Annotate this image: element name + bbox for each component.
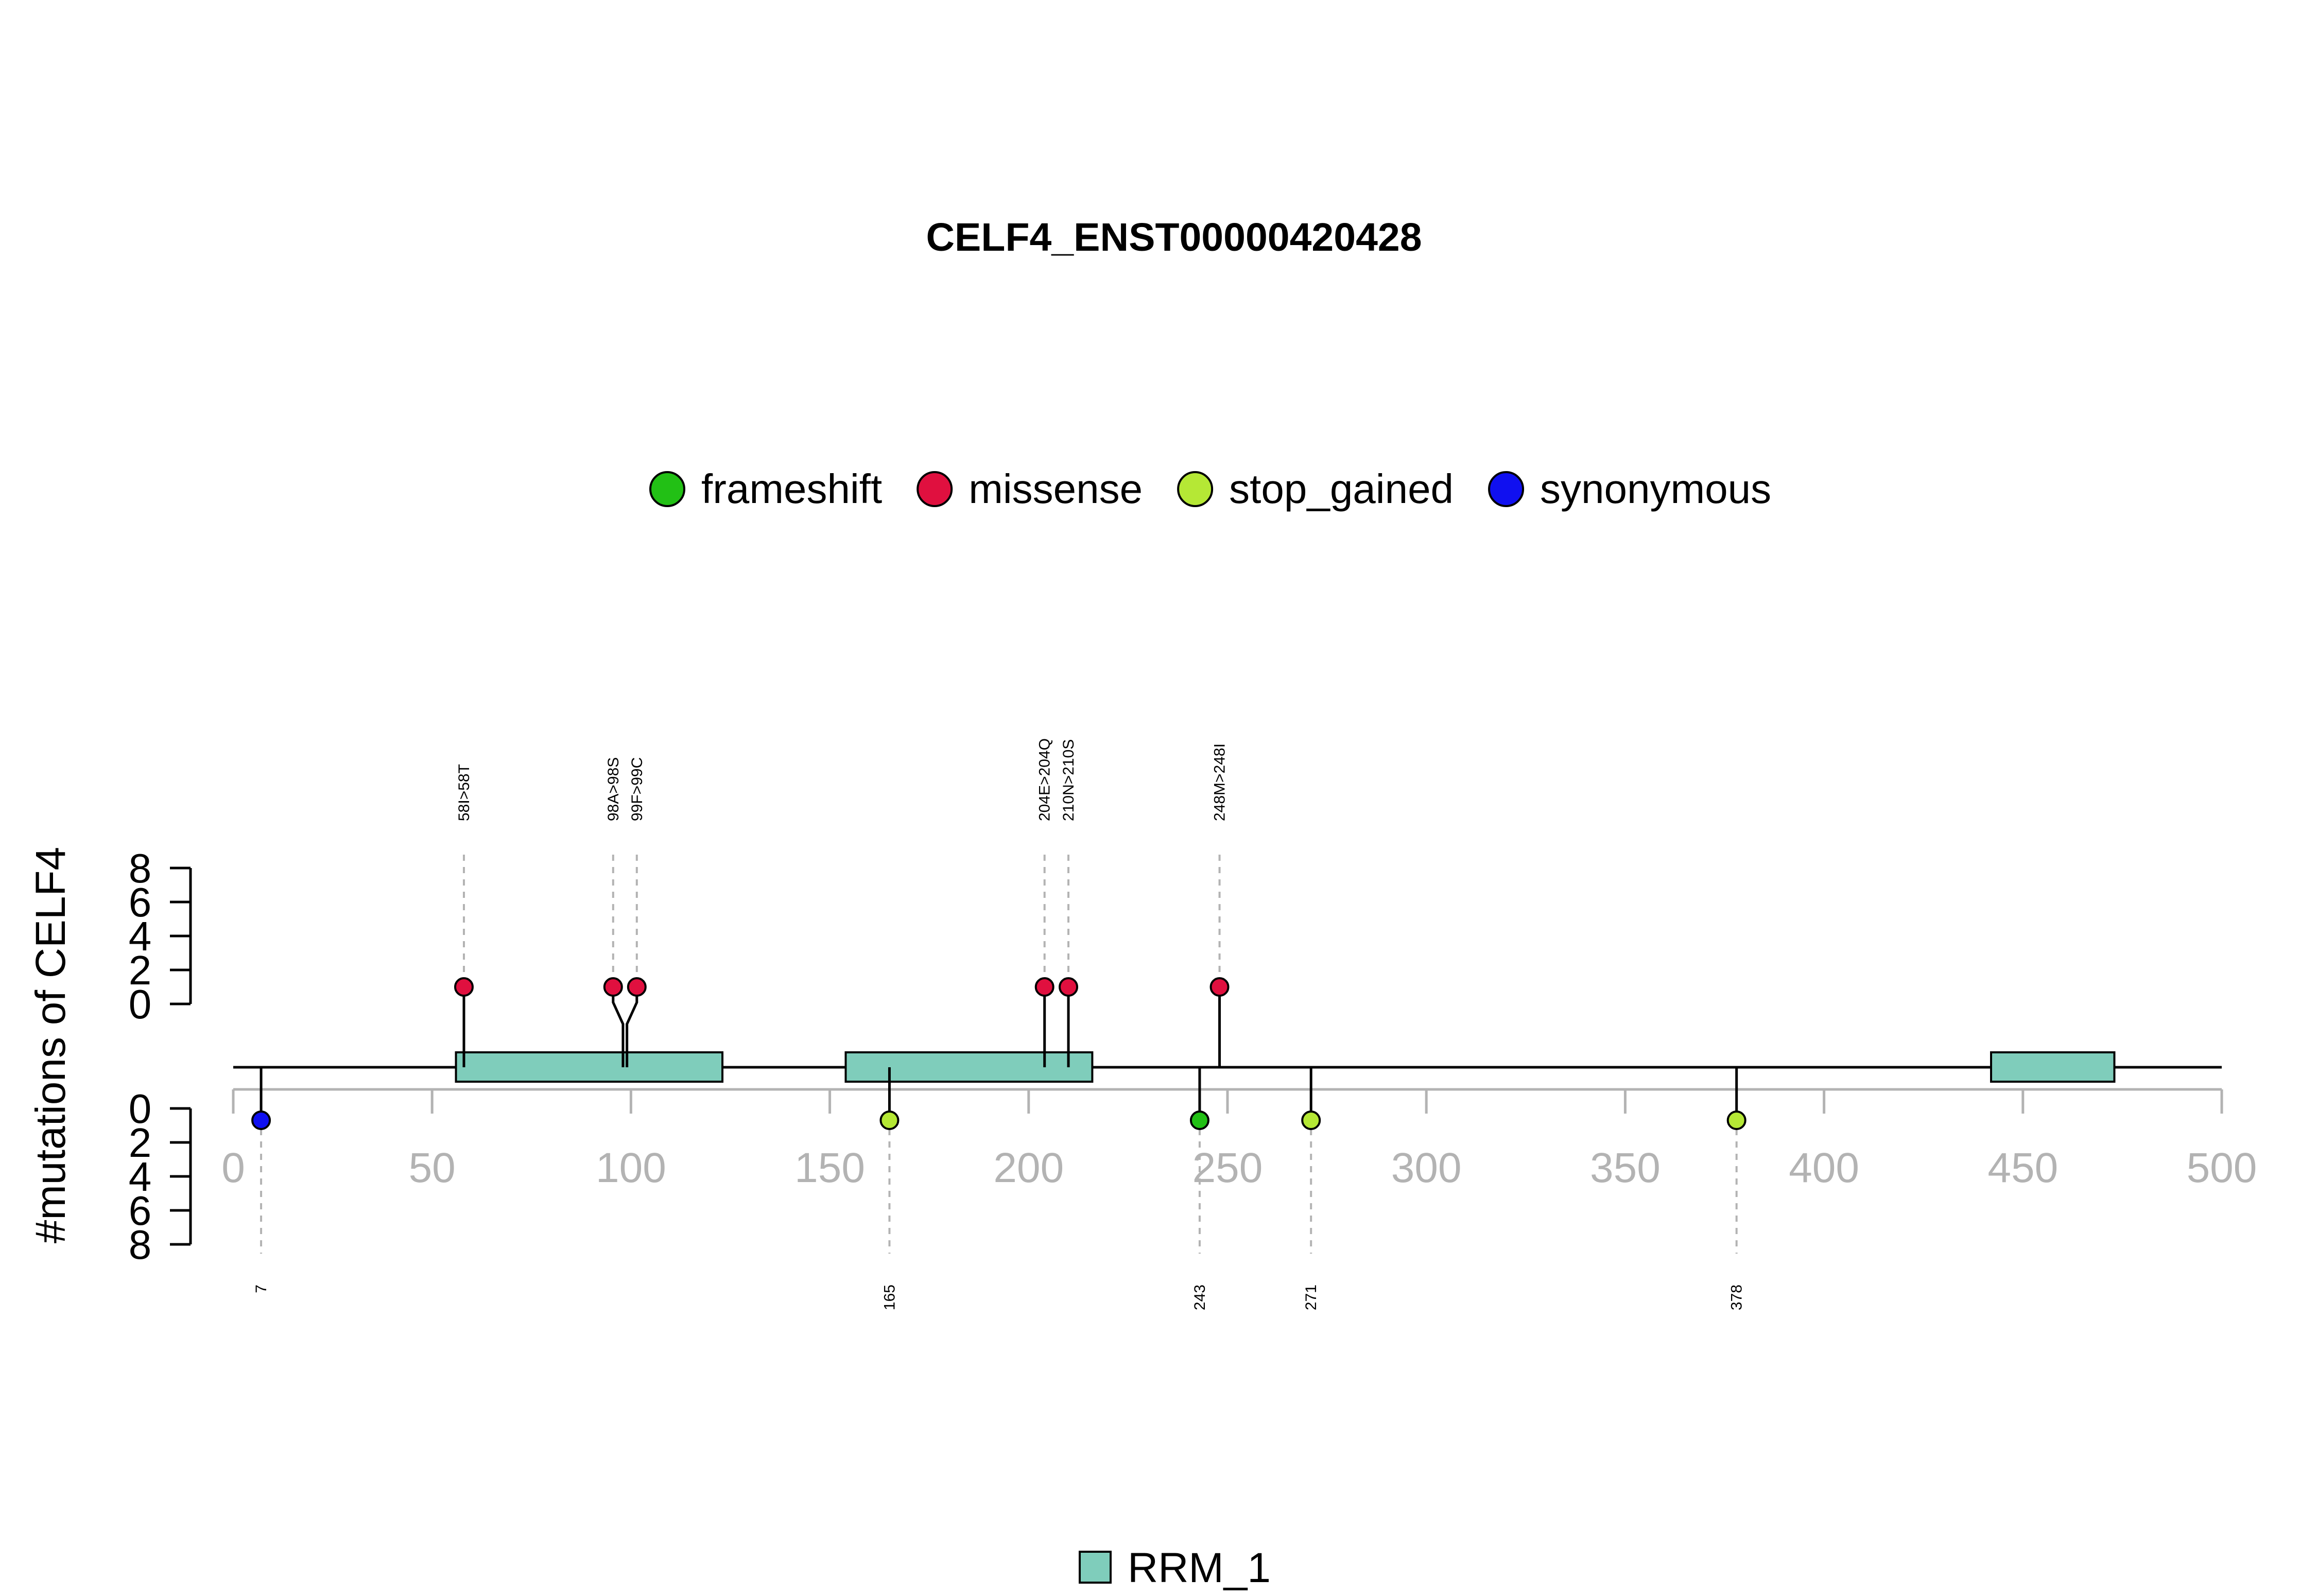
mutation-label-243: 243 bbox=[1191, 1285, 1208, 1310]
y-axis-label: #mutations of CELF4 bbox=[27, 847, 74, 1243]
domain-boxes bbox=[455, 1051, 2116, 1083]
mutation-point-210N>210S bbox=[1059, 977, 1079, 997]
mutation-label-98A>98S: 98A>98S bbox=[605, 757, 622, 821]
bottom-y-tick-label: 4 bbox=[129, 1154, 152, 1200]
mutation-label-99F>99C: 99F>99C bbox=[629, 757, 646, 821]
mutation-point-271 bbox=[1301, 1111, 1321, 1130]
mutation-point-165 bbox=[879, 1111, 900, 1130]
domain-legend-marker-RRM_1 bbox=[1079, 1551, 1112, 1584]
legend-marker-frameshift bbox=[649, 471, 685, 507]
x-tick-label: 0 bbox=[221, 1144, 245, 1191]
x-tick-label: 200 bbox=[993, 1144, 1064, 1191]
mutation-label-165: 165 bbox=[881, 1285, 898, 1310]
legend-marker-missense bbox=[917, 471, 953, 507]
lollipop-heads bbox=[251, 977, 1747, 1130]
label-guides bbox=[260, 855, 1738, 1254]
mutation-point-98A>98S bbox=[603, 977, 623, 997]
x-tick-label: 50 bbox=[409, 1144, 456, 1191]
mutation-label-7: 7 bbox=[253, 1285, 270, 1293]
mutation-label-58I>58T: 58I>58T bbox=[456, 764, 473, 821]
x-tick-label: 400 bbox=[1789, 1144, 1859, 1191]
bottom-y-tick-label: 0 bbox=[129, 1086, 152, 1132]
mutation-point-243 bbox=[1189, 1111, 1209, 1130]
top-y-tick-label: 6 bbox=[129, 879, 152, 925]
legend-marker-stop_gained bbox=[1177, 471, 1214, 507]
mutation-label-204E>204Q: 204E>204Q bbox=[1036, 738, 1053, 821]
legend-label-stop_gained: stop_gained bbox=[1229, 466, 1454, 512]
x-axis: 0 50 100 150 200 250 300 350 400 450 500 bbox=[221, 1088, 2257, 1191]
domain-RRM_1-2 bbox=[844, 1051, 1094, 1083]
mutation-label-271: 271 bbox=[1303, 1285, 1320, 1310]
domain-RRM_1-1 bbox=[455, 1051, 724, 1083]
x-tick-label: 350 bbox=[1590, 1144, 1661, 1191]
top-y-tick-label: 8 bbox=[129, 845, 152, 891]
top-y-tick-label: 2 bbox=[129, 947, 152, 993]
legend-label-missense: missense bbox=[969, 466, 1143, 512]
x-tick-label: 500 bbox=[2187, 1144, 2257, 1191]
legend-label-frameshift: frameshift bbox=[701, 466, 882, 512]
mutation-point-378 bbox=[1726, 1111, 1747, 1130]
bottom-y-tick-label: 2 bbox=[129, 1120, 152, 1166]
x-tick-label: 150 bbox=[794, 1144, 865, 1191]
x-tick-label: 250 bbox=[1192, 1144, 1263, 1191]
mutation-point-7 bbox=[251, 1111, 271, 1130]
x-tick-label: 100 bbox=[596, 1144, 666, 1191]
bottom-y-tick-label: 6 bbox=[129, 1188, 152, 1234]
chart-title: CELF4_ENST00000420428 bbox=[926, 215, 1422, 259]
legend-marker-synonymous bbox=[1488, 471, 1525, 507]
top-y-tick-label: 4 bbox=[129, 913, 152, 959]
mutation-label-378: 378 bbox=[1728, 1285, 1745, 1310]
x-tick-label: 300 bbox=[1391, 1144, 1462, 1191]
domain-RRM_1-3 bbox=[1990, 1051, 2116, 1083]
legend-label-synonymous: synonymous bbox=[1540, 466, 1771, 512]
mutation-labels: 58I>58T 98A>98S 99F>99C 204E>204Q 210N>210S 2… bbox=[253, 738, 1745, 1310]
domain-legend-label-RRM_1: RRM_1 bbox=[1128, 1545, 1271, 1591]
top-y-tick-label: 0 bbox=[129, 981, 152, 1027]
mutation-point-248M>248I bbox=[1209, 977, 1230, 997]
mutation-point-99F>99C bbox=[627, 977, 647, 997]
mutation-point-204E>204Q bbox=[1034, 977, 1054, 997]
mutation-point-58I>58T bbox=[454, 977, 474, 997]
mutation-label-210N>210S: 210N>210S bbox=[1060, 739, 1077, 821]
x-tick-label: 450 bbox=[1987, 1144, 2058, 1191]
mutation-label-248M>248I: 248M>248I bbox=[1212, 743, 1229, 821]
mutation-type-legend: frameshift missense stop_gained synonymous bbox=[649, 466, 1771, 512]
bottom-y-tick-label: 8 bbox=[129, 1222, 152, 1268]
domain-legend: RRM_1 bbox=[1079, 1545, 1271, 1591]
